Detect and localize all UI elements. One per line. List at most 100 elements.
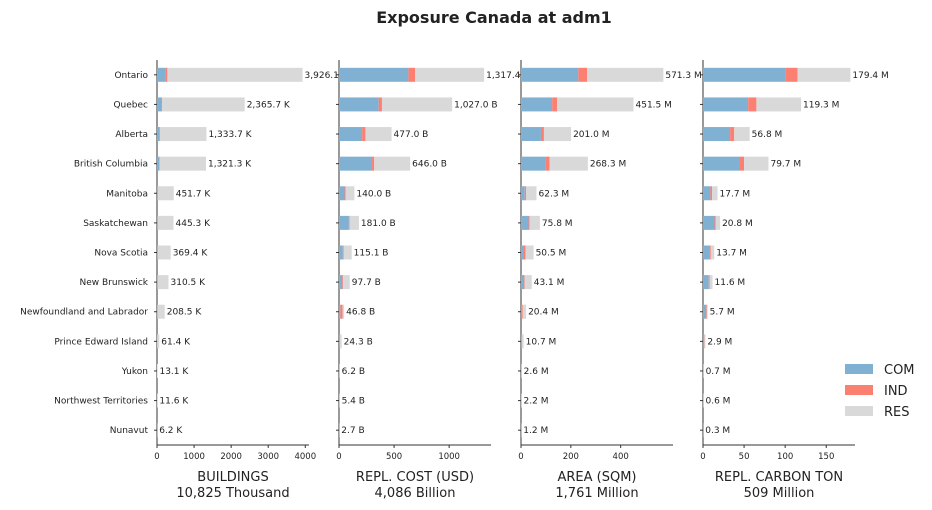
bar-segment-ind <box>528 215 530 230</box>
x-axis-total: 4,086 Billion <box>375 486 456 501</box>
value-label: 2.9 M <box>707 337 732 347</box>
bar-segment-com <box>521 67 579 82</box>
bar-segment-res <box>381 97 453 112</box>
x-tick-label: 2000 <box>220 452 242 462</box>
value-label: 2,365.7 K <box>247 100 291 110</box>
bar-segment-res <box>521 334 524 349</box>
bar-segment-com <box>521 275 524 290</box>
value-label: 17.7 M <box>720 189 751 199</box>
category-label: Prince Edward Island <box>54 337 148 347</box>
value-label: 451.5 M <box>636 100 672 110</box>
bar-segment-res <box>159 127 207 142</box>
bar-segment-com <box>339 186 345 201</box>
bar-segment-res <box>797 67 851 82</box>
x-tick-label: 0 <box>518 452 523 462</box>
x-tick-label: 50 <box>739 452 750 462</box>
bar-segment-res <box>734 127 750 142</box>
value-label: 119.3 M <box>803 100 839 110</box>
bar-segment-res <box>706 304 708 319</box>
bar-segment-res <box>365 127 392 142</box>
bar-segment-com <box>157 97 162 112</box>
bar-segment-com <box>703 334 705 349</box>
value-label: 181.0 B <box>361 219 396 229</box>
x-tick-label: 0 <box>700 452 705 462</box>
value-label: 140.0 B <box>356 189 391 199</box>
bar-segment-res <box>543 127 572 142</box>
x-tick-label: 4000 <box>294 452 316 462</box>
legend-swatch-ind <box>845 385 873 395</box>
bar-segment-res <box>157 245 171 260</box>
bar-segment-com <box>339 127 363 142</box>
bar-segment-com <box>339 334 340 349</box>
bar-segment-ind <box>739 156 745 171</box>
bar-segment-ind <box>342 275 344 290</box>
value-label: 43.1 M <box>534 278 565 288</box>
bar-segment-ind <box>159 127 160 142</box>
bar-segment-res <box>157 334 160 349</box>
bar-segment-res <box>345 186 355 201</box>
value-label: 571.3 M <box>665 71 701 81</box>
value-label: 5.4 B <box>342 397 365 407</box>
category-label: New Brunswick <box>80 278 149 288</box>
bar-segment-ind <box>161 97 163 112</box>
bar-segment-res <box>374 156 411 171</box>
bar-segment-ind <box>344 186 346 201</box>
value-label: 20.8 M <box>722 219 753 229</box>
bar-segment-res <box>525 245 534 260</box>
bar-segment-ind <box>710 186 713 201</box>
bar-segment-com <box>339 215 349 230</box>
bar-segment-com <box>521 245 524 260</box>
value-label: 50.5 M <box>536 249 567 259</box>
value-label: 13.1 K <box>159 367 189 377</box>
bar-segment-ind <box>578 67 588 82</box>
bar-segment-res <box>712 186 718 201</box>
bar-segment-res <box>349 215 359 230</box>
bar-segment-com <box>521 127 541 142</box>
value-label: 0.7 M <box>706 367 731 377</box>
value-label: 310.5 K <box>171 278 207 288</box>
value-label: 6.2 K <box>159 426 183 436</box>
bar-segment-res <box>529 215 540 230</box>
bar-segment-com <box>703 275 709 290</box>
bar-segment-res <box>415 67 485 82</box>
x-axis-total: 10,825 Thousand <box>176 486 289 501</box>
bar-segment-com <box>703 67 786 82</box>
x-tick-label: 200 <box>563 452 579 462</box>
x-tick-label: 100 <box>777 452 793 462</box>
bar-segment-res <box>557 97 634 112</box>
bar-segment-ind <box>785 67 798 82</box>
value-label: 445.3 K <box>176 219 212 229</box>
value-label: 2.6 M <box>524 367 549 377</box>
bar-segment-ind <box>706 304 707 319</box>
value-label: 61.4 K <box>161 337 191 347</box>
bar-segment-ind <box>378 97 382 112</box>
bar-segment-res <box>756 97 802 112</box>
bar-segment-res <box>343 275 350 290</box>
category-label: Yukon <box>121 367 148 377</box>
bar-segment-com <box>521 215 529 230</box>
category-label: British Columbia <box>74 160 148 170</box>
category-label: Nova Scotia <box>94 249 148 259</box>
bar-segment-com <box>703 97 749 112</box>
value-label: 179.4 M <box>852 71 888 81</box>
bar-segment-ind <box>340 304 343 319</box>
bar-segment-com <box>521 97 553 112</box>
bar-segment-res <box>715 215 721 230</box>
value-label: 208.5 K <box>167 308 203 318</box>
x-tick-label: 0 <box>154 452 159 462</box>
value-label: 62.3 M <box>539 189 570 199</box>
category-label: Saskatchewan <box>83 219 148 229</box>
value-label: 369.4 K <box>173 249 209 259</box>
x-tick-label: 500 <box>386 452 402 462</box>
legend-label: RES <box>884 405 910 420</box>
bar-segment-com <box>157 156 160 171</box>
x-axis-title: REPL. COST (USD) <box>356 470 474 485</box>
bar-segment-ind <box>714 215 716 230</box>
value-label: 24.3 B <box>344 337 373 347</box>
bar-segment-ind <box>372 156 375 171</box>
bar-segment-ind <box>362 127 366 142</box>
bar-segment-com <box>521 304 522 319</box>
bar-segment-res <box>525 186 537 201</box>
value-label: 75.8 M <box>542 219 573 229</box>
bar-segment-com <box>339 156 373 171</box>
